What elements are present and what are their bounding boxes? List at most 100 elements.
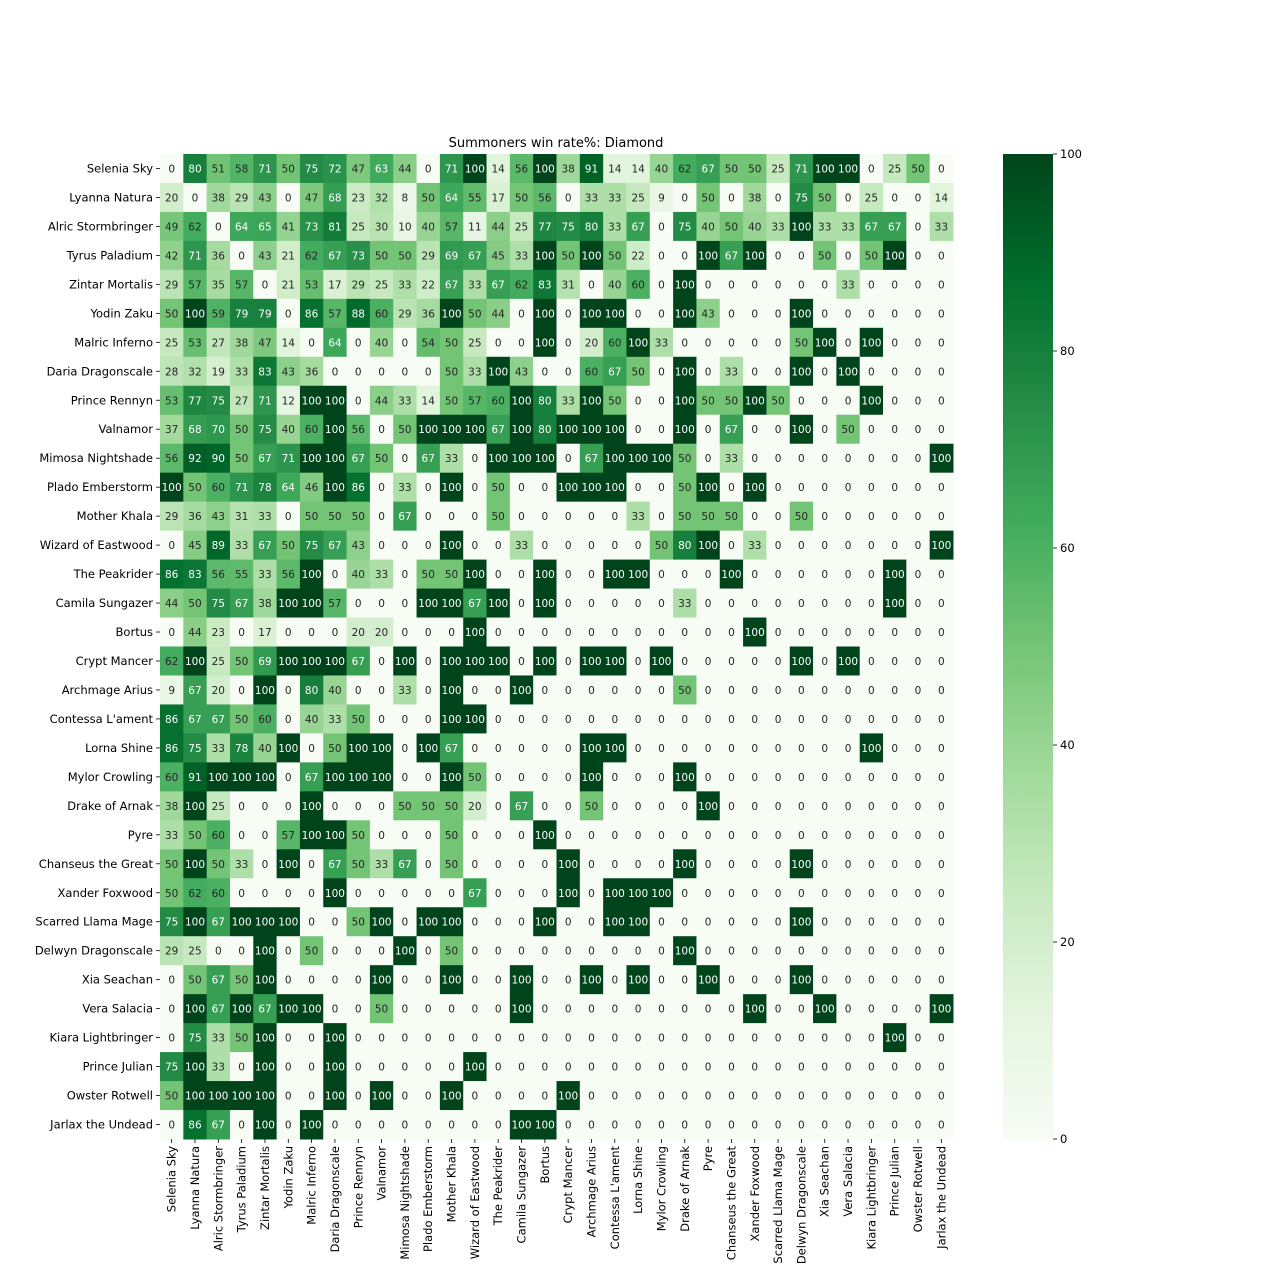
heatmap-cell — [556, 182, 581, 213]
cell-value-label: 0 — [611, 975, 618, 987]
heatmap-cell — [696, 182, 721, 213]
heatmap-cell — [206, 211, 231, 242]
heatmap-cell — [556, 646, 581, 676]
cell-value-label: 50 — [865, 250, 878, 262]
cell-value-label: 0 — [565, 627, 572, 639]
cell-value-label: 75 — [212, 598, 225, 610]
cell-value-label: 0 — [938, 830, 945, 842]
heatmap-cell — [673, 211, 697, 242]
cell-value-label: 40 — [282, 424, 295, 436]
heatmap-cell — [486, 501, 511, 532]
cell-value-label: 0 — [541, 627, 548, 639]
cell-value-label: 33 — [235, 366, 248, 378]
heatmap-cell — [626, 588, 651, 619]
cell-value-label: 0 — [705, 656, 712, 668]
heatmap-cell — [299, 994, 324, 1024]
cell-value-label: 0 — [868, 424, 875, 436]
cell-value-label: 100 — [442, 714, 462, 726]
heatmap-cell — [183, 559, 208, 590]
heatmap-cell — [416, 385, 441, 416]
cell-value-label: 0 — [681, 250, 688, 262]
heatmap-cell — [276, 559, 301, 590]
cell-value-label: 67 — [468, 888, 481, 900]
heatmap-cell — [463, 936, 488, 966]
cell-value-label: 0 — [705, 279, 712, 291]
cell-value-label: 0 — [658, 221, 665, 233]
heatmap-cell — [229, 1110, 254, 1140]
heatmap-cell — [649, 791, 674, 821]
heatmap-cell — [579, 733, 604, 763]
cell-value-label: 0 — [775, 279, 782, 291]
cell-value-label: 0 — [285, 511, 292, 523]
cell-value-label: 0 — [728, 656, 735, 668]
heatmap-cell — [276, 617, 301, 647]
heatmap-cell — [813, 1052, 837, 1082]
cell-value-label: 0 — [728, 801, 735, 813]
cell-value-label: 0 — [402, 714, 409, 726]
heatmap-cell — [836, 385, 861, 416]
cell-value-label: 64 — [445, 192, 459, 204]
heatmap-cell — [299, 327, 324, 358]
cell-value-label: 100 — [605, 308, 625, 320]
cell-value-label: 67 — [515, 801, 528, 813]
heatmap-cell — [696, 356, 721, 387]
cell-value-label: 50 — [678, 453, 691, 465]
cell-value-label: 25 — [468, 337, 481, 349]
heatmap-cell — [346, 994, 371, 1024]
heatmap-cell — [883, 704, 907, 734]
cell-value-label: 67 — [258, 1004, 271, 1016]
cell-value-label: 67 — [212, 917, 225, 929]
cell-value-label: 54 — [422, 337, 436, 349]
heatmap-cell — [883, 443, 907, 474]
heatmap-cell — [579, 878, 604, 908]
cell-value-label: 75 — [305, 540, 318, 552]
cell-value-label: 0 — [915, 946, 922, 958]
heatmap-cell — [883, 559, 907, 590]
heatmap-cell — [649, 269, 674, 300]
heatmap-cell — [229, 994, 254, 1024]
heatmap-cell — [626, 849, 651, 879]
heatmap-cell — [463, 327, 488, 358]
heatmap-cell — [253, 675, 278, 705]
cell-value-label: 0 — [821, 946, 828, 958]
heatmap-cell — [579, 1081, 604, 1111]
heatmap-cell — [626, 733, 651, 763]
heatmap-cell — [416, 907, 441, 937]
cell-value-label: 40 — [748, 221, 761, 233]
heatmap-cell — [299, 1052, 324, 1082]
cell-value-label: 0 — [891, 743, 898, 755]
cell-value-label: 0 — [938, 801, 945, 813]
cell-value-label: 0 — [798, 250, 805, 262]
heatmap-cell — [323, 211, 348, 242]
heatmap-cell — [206, 762, 231, 792]
heatmap-cell — [346, 791, 371, 821]
heatmap-cell — [859, 588, 884, 619]
cell-value-label: 17 — [328, 279, 341, 291]
cell-value-label: 0 — [472, 511, 479, 523]
cell-value-label: 100 — [302, 1120, 322, 1132]
cell-value-label: 0 — [658, 424, 665, 436]
cell-value-label: 21 — [282, 250, 295, 262]
cell-value-label: 0 — [775, 888, 782, 900]
cell-value-label: 0 — [775, 946, 782, 958]
cell-value-label: 0 — [751, 975, 758, 987]
cell-value-label: 0 — [728, 685, 735, 697]
heatmap-cell — [183, 675, 208, 705]
heatmap-cell — [486, 675, 511, 705]
cell-value-label: 0 — [775, 569, 782, 581]
heatmap-cell — [556, 501, 581, 532]
cell-value-label: 0 — [541, 482, 548, 494]
cell-value-label: 100 — [255, 685, 275, 697]
heatmap-cell — [929, 356, 954, 387]
cell-value-label: 55 — [468, 192, 481, 204]
cell-value-label: 100 — [535, 1120, 555, 1132]
heatmap-cell — [486, 791, 511, 821]
heatmap-cell — [533, 559, 557, 590]
heatmap-cell — [929, 1081, 954, 1111]
cell-value-label: 0 — [775, 1004, 782, 1016]
cell-value-label: 100 — [791, 917, 811, 929]
cell-value-label: 0 — [285, 888, 292, 900]
cell-value-label: 0 — [611, 1033, 618, 1045]
heatmap-cell — [206, 154, 231, 184]
heatmap-cell — [416, 733, 441, 763]
